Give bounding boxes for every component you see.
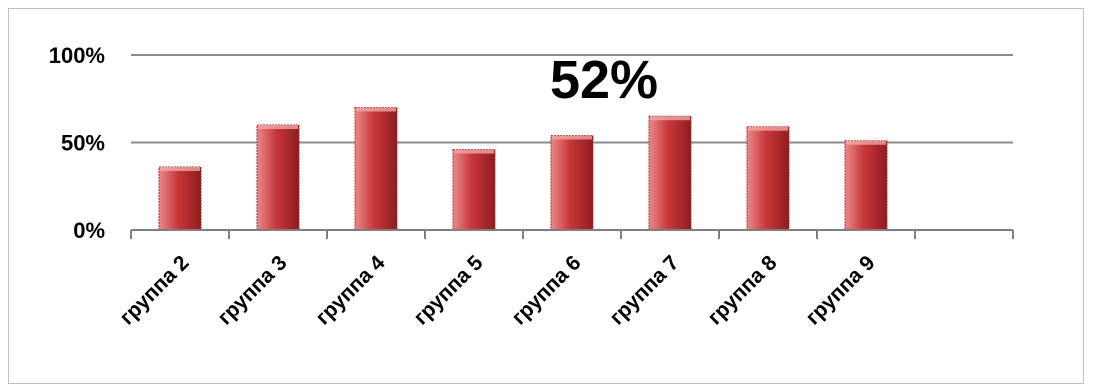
x-tick-label: группа 3 [213, 251, 291, 329]
bar [648, 115, 692, 231]
bar [550, 135, 594, 231]
bar-highlight [258, 125, 298, 129]
y-tick-label: 50% [61, 131, 105, 156]
bar-highlight [650, 116, 690, 121]
y-tick-label: 0% [73, 218, 105, 243]
y-tick-label: 100% [49, 43, 105, 68]
bar-highlight [748, 126, 788, 131]
x-axis [130, 229, 1014, 239]
bar-highlight [160, 167, 200, 171]
bar [158, 166, 202, 231]
bar-chart: 0%50%100% группа 2 группа 3 группа 4 группа… [49, 43, 1014, 329]
bar [256, 124, 300, 231]
x-tick-label: группа 8 [703, 251, 781, 329]
bar [354, 107, 398, 231]
x-axis-tick-labels: группа 2 группа 3 группа 4 группа 5 группа 6… [115, 251, 879, 329]
bar-highlight [454, 149, 494, 154]
y-axis-tick-labels: 0% 50% 100% [49, 43, 105, 243]
x-tick-label: группа 9 [801, 251, 879, 329]
bar [746, 126, 790, 231]
x-tick-label: группа 4 [311, 251, 389, 329]
bar [452, 149, 496, 231]
bar [844, 140, 888, 231]
bar-highlight [356, 107, 396, 112]
x-tick-label: группа 2 [115, 251, 193, 329]
bars [158, 107, 888, 231]
x-tick-label: группа 5 [409, 251, 487, 329]
x-tick-label: группа 7 [605, 251, 683, 329]
x-tick-label: группа 6 [507, 251, 585, 329]
chart-frame: 0% 50% 100% группа 2 группа 3 группа 4 группа… [8, 8, 1084, 384]
bar-highlight [552, 135, 592, 140]
chart-annotation: 52% [550, 50, 658, 110]
bar-highlight [846, 140, 886, 145]
